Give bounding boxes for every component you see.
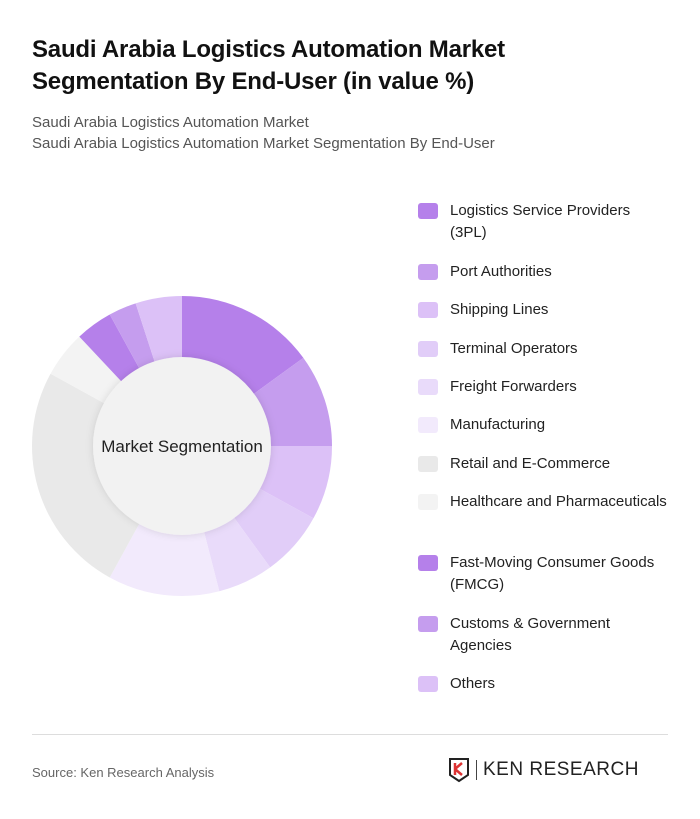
legend-item[interactable]: Fast-Moving Consumer Goods (FMCG) [418, 552, 670, 596]
donut-chart: Market Segmentation [31, 296, 332, 596]
legend-swatch [418, 417, 438, 433]
chart-subtitle: Saudi Arabia Logistics Automation Market [32, 114, 309, 131]
logo-text: KEN RESEARCH [483, 759, 639, 780]
divider [32, 734, 668, 735]
legend-swatch [418, 264, 438, 280]
legend-label: Manufacturing [450, 416, 546, 433]
chart-title: Saudi Arabia Logistics Automation Market… [32, 36, 505, 95]
legend-swatch [418, 676, 438, 692]
legend-label: Customs & Government Agencies [450, 615, 611, 654]
legend-swatch [418, 341, 438, 357]
legend-item[interactable]: Freight Forwarders [418, 376, 670, 398]
legend-swatch [418, 302, 438, 318]
logo-icon [449, 758, 469, 783]
legend-item[interactable]: Manufacturing [418, 414, 670, 436]
legend-label: Retail and E-Commerce [450, 455, 611, 472]
legend-label: Terminal Operators [450, 340, 578, 357]
legend-swatch [418, 555, 438, 571]
legend-swatch [418, 616, 438, 632]
legend-item[interactable]: Healthcare and Pharmaceuticals [418, 491, 670, 513]
legend-label: Shipping Lines [450, 301, 549, 318]
chart-subtitle-2: Saudi Arabia Logistics Automation Market… [32, 135, 495, 152]
legend-label: Logistics Service Providers (3PL) [450, 202, 631, 241]
legend-label: Healthcare and Pharmaceuticals [450, 493, 667, 510]
legend-item[interactable]: Port Authorities [418, 261, 670, 283]
legend-item[interactable]: Shipping Lines [418, 299, 670, 321]
legend-swatch [418, 456, 438, 472]
source-note: Source: Ken Research Analysis [32, 765, 215, 780]
donut-center [93, 357, 271, 535]
legend-swatch [418, 203, 438, 219]
ken-research-logo: KEN RESEARCH [448, 757, 639, 783]
center-label: Market Segmentation [101, 437, 263, 456]
legend-item[interactable]: Customs & Government Agencies [418, 613, 670, 657]
legend-item[interactable]: Logistics Service Providers (3PL) [418, 200, 670, 244]
legend-label: Fast-Moving Consumer Goods (FMCG) [450, 554, 655, 593]
legend-label: Others [450, 675, 496, 692]
logo-separator [476, 760, 477, 780]
legend-swatch [418, 494, 438, 510]
legend-label: Port Authorities [450, 263, 552, 280]
legend-item[interactable]: Others [418, 673, 670, 695]
legend-swatch [418, 379, 438, 395]
legend-item[interactable]: Retail and E-Commerce [418, 453, 670, 475]
legend-label: Freight Forwarders [450, 378, 577, 395]
legend-item[interactable]: Terminal Operators [418, 338, 670, 360]
